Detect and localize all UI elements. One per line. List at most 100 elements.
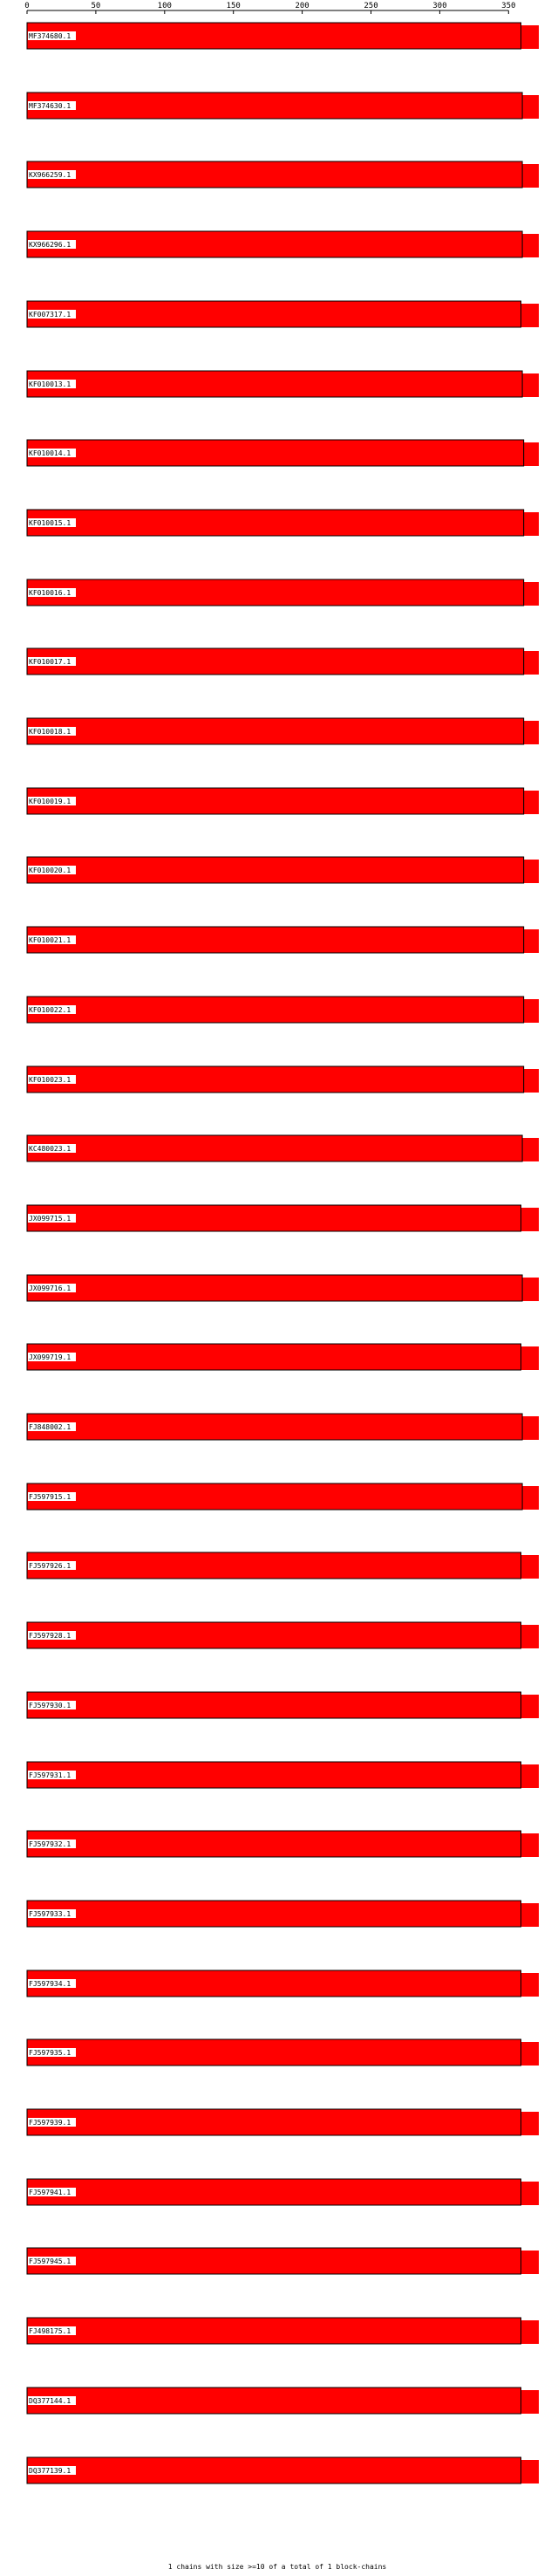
row-label-background bbox=[28, 1701, 76, 1709]
bar-row: KF010015.1 bbox=[26, 509, 539, 537]
row-label: KF010022.1 bbox=[29, 1006, 71, 1014]
bar-row: FJ597930.1 bbox=[26, 1691, 539, 1719]
footer-text: 1 chains with size >=10 of a total of 1 … bbox=[168, 2563, 387, 2571]
bar-row: KF010021.1 bbox=[26, 926, 539, 954]
row-label: FJ597945.1 bbox=[29, 2257, 71, 2265]
bar-row: FJ597928.1 bbox=[26, 1621, 539, 1649]
bar-extension bbox=[521, 1625, 539, 1648]
bar-row: FJ597931.1 bbox=[26, 1761, 539, 1789]
bar bbox=[26, 22, 522, 50]
row-label: MF374680.1 bbox=[29, 32, 71, 40]
bar-extension bbox=[521, 2182, 539, 2205]
x-tick-label: 200 bbox=[295, 2, 309, 10]
row-label-background bbox=[28, 935, 76, 944]
bar bbox=[26, 300, 522, 328]
bar-row: KF010019.1 bbox=[26, 787, 539, 815]
row-label: FJ597933.1 bbox=[29, 1910, 71, 1918]
x-tick-label: 300 bbox=[432, 2, 446, 10]
bar bbox=[26, 2108, 522, 2136]
row-label-background bbox=[28, 2118, 76, 2127]
bar-extension bbox=[523, 721, 539, 744]
bar bbox=[26, 509, 525, 537]
row-label: FJ498175.1 bbox=[29, 2327, 71, 2335]
bar-row: KF010014.1 bbox=[26, 439, 539, 467]
row-label-background bbox=[28, 310, 76, 319]
bar-row: KF010018.1 bbox=[26, 717, 539, 745]
row-label-background bbox=[28, 2188, 76, 2196]
bar-extension bbox=[521, 1833, 539, 1857]
bar bbox=[26, 1065, 525, 1093]
row-label-background bbox=[28, 449, 76, 457]
bar-row: KF010016.1 bbox=[26, 579, 539, 606]
x-tick-label: 50 bbox=[91, 2, 100, 10]
row-label-background bbox=[28, 588, 76, 597]
bar-row: KC480023.1 bbox=[26, 1134, 539, 1162]
bar-extension bbox=[523, 512, 539, 536]
row-label: KC480023.1 bbox=[29, 1145, 71, 1153]
row-label: KF010016.1 bbox=[29, 589, 71, 597]
bar bbox=[26, 2178, 522, 2206]
row-label-background bbox=[28, 1631, 76, 1640]
bar bbox=[26, 1413, 523, 1441]
bar bbox=[26, 1621, 522, 1649]
bar bbox=[26, 856, 525, 884]
bar-extension bbox=[522, 1416, 539, 1440]
bar-row: FJ848002.1 bbox=[26, 1413, 539, 1441]
bar bbox=[26, 2317, 522, 2345]
bar bbox=[26, 717, 525, 745]
row-label-background bbox=[28, 866, 76, 874]
bar-row: KF010017.1 bbox=[26, 647, 539, 675]
row-label: FJ597926.1 bbox=[29, 1562, 71, 1570]
bar-row: KF010020.1 bbox=[26, 856, 539, 884]
row-label-background bbox=[28, 1284, 76, 1292]
row-label-background bbox=[28, 1353, 76, 1361]
row-label-background bbox=[28, 1144, 76, 1153]
bar-extension bbox=[521, 2251, 539, 2274]
bar bbox=[26, 926, 525, 954]
row-label: FJ597928.1 bbox=[29, 1632, 71, 1640]
bar bbox=[26, 2247, 522, 2275]
bar-extension bbox=[521, 1695, 539, 1718]
bar-row: JX099716.1 bbox=[26, 1274, 539, 1302]
bar-row: KF010023.1 bbox=[26, 1065, 539, 1093]
row-label-background bbox=[28, 1075, 76, 1084]
bar-extension bbox=[521, 2320, 539, 2344]
bar bbox=[26, 92, 523, 120]
bar-extension bbox=[521, 1764, 539, 1788]
bar-row: KF010013.1 bbox=[26, 370, 539, 398]
row-label-background bbox=[28, 101, 76, 110]
bar bbox=[26, 2038, 522, 2066]
bar-row: FJ597932.1 bbox=[26, 1830, 539, 1858]
row-label: KF010020.1 bbox=[29, 867, 71, 874]
row-label: JX099715.1 bbox=[29, 1215, 71, 1223]
row-label: KF010015.1 bbox=[29, 519, 71, 527]
row-label-background bbox=[28, 31, 76, 40]
bar-row: DQ377139.1 bbox=[26, 2456, 539, 2484]
bar-extension bbox=[523, 582, 539, 606]
row-label: MF374630.1 bbox=[29, 102, 71, 110]
bar-extension bbox=[523, 860, 539, 883]
row-label: KF010023.1 bbox=[29, 1076, 71, 1084]
row-label: FJ597939.1 bbox=[29, 2119, 71, 2127]
row-label-background bbox=[28, 170, 76, 179]
bar bbox=[26, 996, 525, 1024]
bar-extension bbox=[523, 999, 539, 1023]
bar-extension bbox=[522, 164, 539, 188]
row-label: FJ597930.1 bbox=[29, 1702, 71, 1709]
row-label-background bbox=[28, 797, 76, 805]
bar-row: FJ597945.1 bbox=[26, 2247, 539, 2275]
bar-extension bbox=[522, 234, 539, 257]
row-label: KF010018.1 bbox=[29, 728, 71, 736]
bar bbox=[26, 2456, 522, 2484]
row-label: FJ597932.1 bbox=[29, 1840, 71, 1848]
bar-row: FJ597939.1 bbox=[26, 2108, 539, 2136]
bar-extension bbox=[523, 929, 539, 953]
bar-row: FJ597941.1 bbox=[26, 2178, 539, 2206]
bar bbox=[26, 1552, 522, 1579]
bar-extension bbox=[523, 791, 539, 814]
bar bbox=[26, 1900, 522, 1928]
bar bbox=[26, 161, 523, 188]
row-label-background bbox=[28, 657, 76, 666]
row-label: KX966296.1 bbox=[29, 241, 71, 249]
